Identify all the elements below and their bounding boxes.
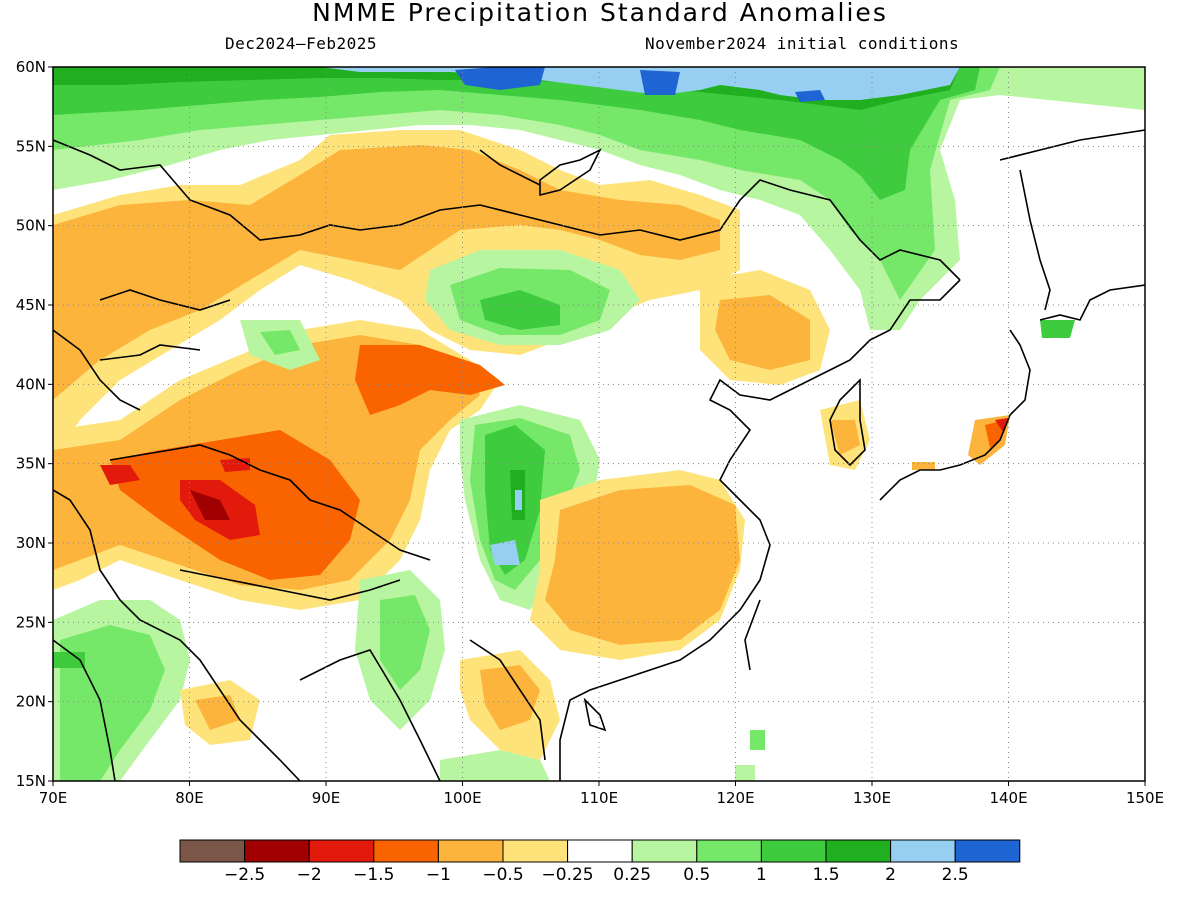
lon-tick-label: 140E bbox=[989, 789, 1027, 807]
lon-tick-label: 110E bbox=[580, 789, 618, 807]
lon-tick-label: 90E bbox=[312, 789, 341, 807]
colorbar-label: −1.5 bbox=[353, 865, 394, 885]
colorbar-label: 0.25 bbox=[613, 865, 651, 885]
colorbar-swatch bbox=[825, 839, 892, 863]
colorbar-label: 0.5 bbox=[683, 865, 710, 885]
colorbar-swatch bbox=[437, 839, 504, 863]
colorbar-label: −2.5 bbox=[224, 865, 265, 885]
colorbar-swatch bbox=[179, 839, 246, 863]
lat-tick-label: 40N bbox=[16, 375, 46, 393]
colorbar-swatch bbox=[244, 839, 310, 863]
lon-tick-label: 120E bbox=[716, 789, 754, 807]
colorbar-swatch bbox=[373, 839, 439, 863]
lon-tick-label: 80E bbox=[175, 789, 204, 807]
longitude-ticks: 70E 80E 90E 100E 110E 120E 130E 140E 150E bbox=[39, 781, 1164, 807]
colorbar-swatch bbox=[890, 839, 956, 863]
latitude-ticks: 15N 20N 25N 30N 35N 40N 45N 50N 55N 60N bbox=[16, 58, 53, 790]
lat-tick-label: 55N bbox=[16, 137, 46, 155]
colorbar-label: −0.25 bbox=[542, 865, 594, 885]
colorbar-label: 2 bbox=[885, 865, 896, 885]
lat-tick-label: 30N bbox=[16, 534, 46, 552]
colorbar-swatch bbox=[760, 839, 827, 863]
lon-tick-label: 130E bbox=[853, 789, 891, 807]
lat-tick-label: 50N bbox=[16, 217, 46, 235]
colorbar-swatch bbox=[696, 839, 762, 863]
lat-tick-label: 60N bbox=[16, 58, 46, 76]
gridlines bbox=[53, 67, 1145, 781]
lat-tick-label: 45N bbox=[16, 296, 46, 314]
coastlines-borders bbox=[53, 129, 1145, 781]
lat-tick-label: 35N bbox=[16, 455, 46, 473]
lon-tick-label: 100E bbox=[443, 789, 481, 807]
initial-conditions: November2024 initial conditions bbox=[645, 34, 960, 53]
colorbar-swatch bbox=[567, 839, 633, 863]
colorbar-label: −0.5 bbox=[482, 865, 523, 885]
colorbar-labels: −2.5 −2 −1.5 −1 −0.5 −0.25 0.25 0.5 1 1.5 2 2.5 bbox=[224, 865, 969, 885]
colorbar-label: 1.5 bbox=[812, 865, 839, 885]
colorbar-label: −2 bbox=[297, 865, 322, 885]
colorbar-swatch bbox=[308, 839, 375, 863]
colorbar-swatch bbox=[954, 839, 1021, 863]
lat-tick-label: 20N bbox=[16, 693, 46, 711]
lat-tick-label: 25N bbox=[16, 613, 46, 631]
lon-tick-label: 70E bbox=[39, 789, 68, 807]
colorbar-swatch bbox=[502, 839, 569, 863]
lon-tick-label: 150E bbox=[1126, 789, 1164, 807]
colorbar-label: 1 bbox=[756, 865, 767, 885]
colorbar-label: −1 bbox=[426, 865, 451, 885]
forecast-period: Dec2024–Feb2025 bbox=[225, 34, 377, 53]
chart-title: NMME Precipitation Standard Anomalies bbox=[312, 0, 888, 27]
anomaly-field bbox=[53, 67, 1145, 781]
colorbar bbox=[179, 839, 1021, 863]
colorbar-swatch bbox=[631, 839, 698, 863]
lat-tick-label: 15N bbox=[16, 772, 46, 790]
colorbar-label: 2.5 bbox=[942, 865, 969, 885]
